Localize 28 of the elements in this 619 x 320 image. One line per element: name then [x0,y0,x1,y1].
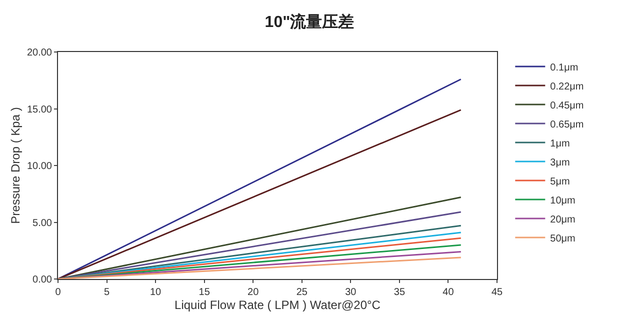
legend-label: 1μm [550,138,570,150]
legend-label: 10μm [550,195,576,206]
x-tick-label: 10 [150,287,162,298]
x-tick-label: 40 [442,287,454,298]
x-axis-title: Liquid Flow Rate ( LPM ) Water@20°C [174,298,381,312]
x-tick-label: 15 [198,287,210,298]
legend-label: 0.65μm [550,119,584,130]
legend-label: 0.22μm [550,81,584,92]
y-axis-title: Pressure Drop ( Kpa ) [8,107,22,224]
x-tick-label: 20 [248,287,260,298]
x-tick-label: 25 [296,287,308,298]
x-tick-label: 35 [394,287,406,298]
x-tick-label: 45 [491,287,503,298]
x-tick-label: 0 [55,287,62,298]
x-tick-label: 5 [104,287,110,298]
x-tick-label: 30 [345,287,357,298]
chart-title: 10"流量压差 [264,12,354,32]
legend-label: 5μm [550,176,570,188]
y-tick-label: 20.00 [26,48,52,58]
legend-label: 0.1μm [550,62,578,74]
y-tick-label: 0.00 [32,274,52,286]
y-tick-label: 15.00 [26,104,52,116]
legend-label: 3μm [550,157,570,168]
y-tick-label: 10.00 [26,161,52,172]
legend-label: 50μm [550,233,576,244]
y-tick-label: 5.00 [32,218,52,229]
legend-label: 0.45μm [550,100,584,112]
legend-label: 20μm [550,214,576,226]
